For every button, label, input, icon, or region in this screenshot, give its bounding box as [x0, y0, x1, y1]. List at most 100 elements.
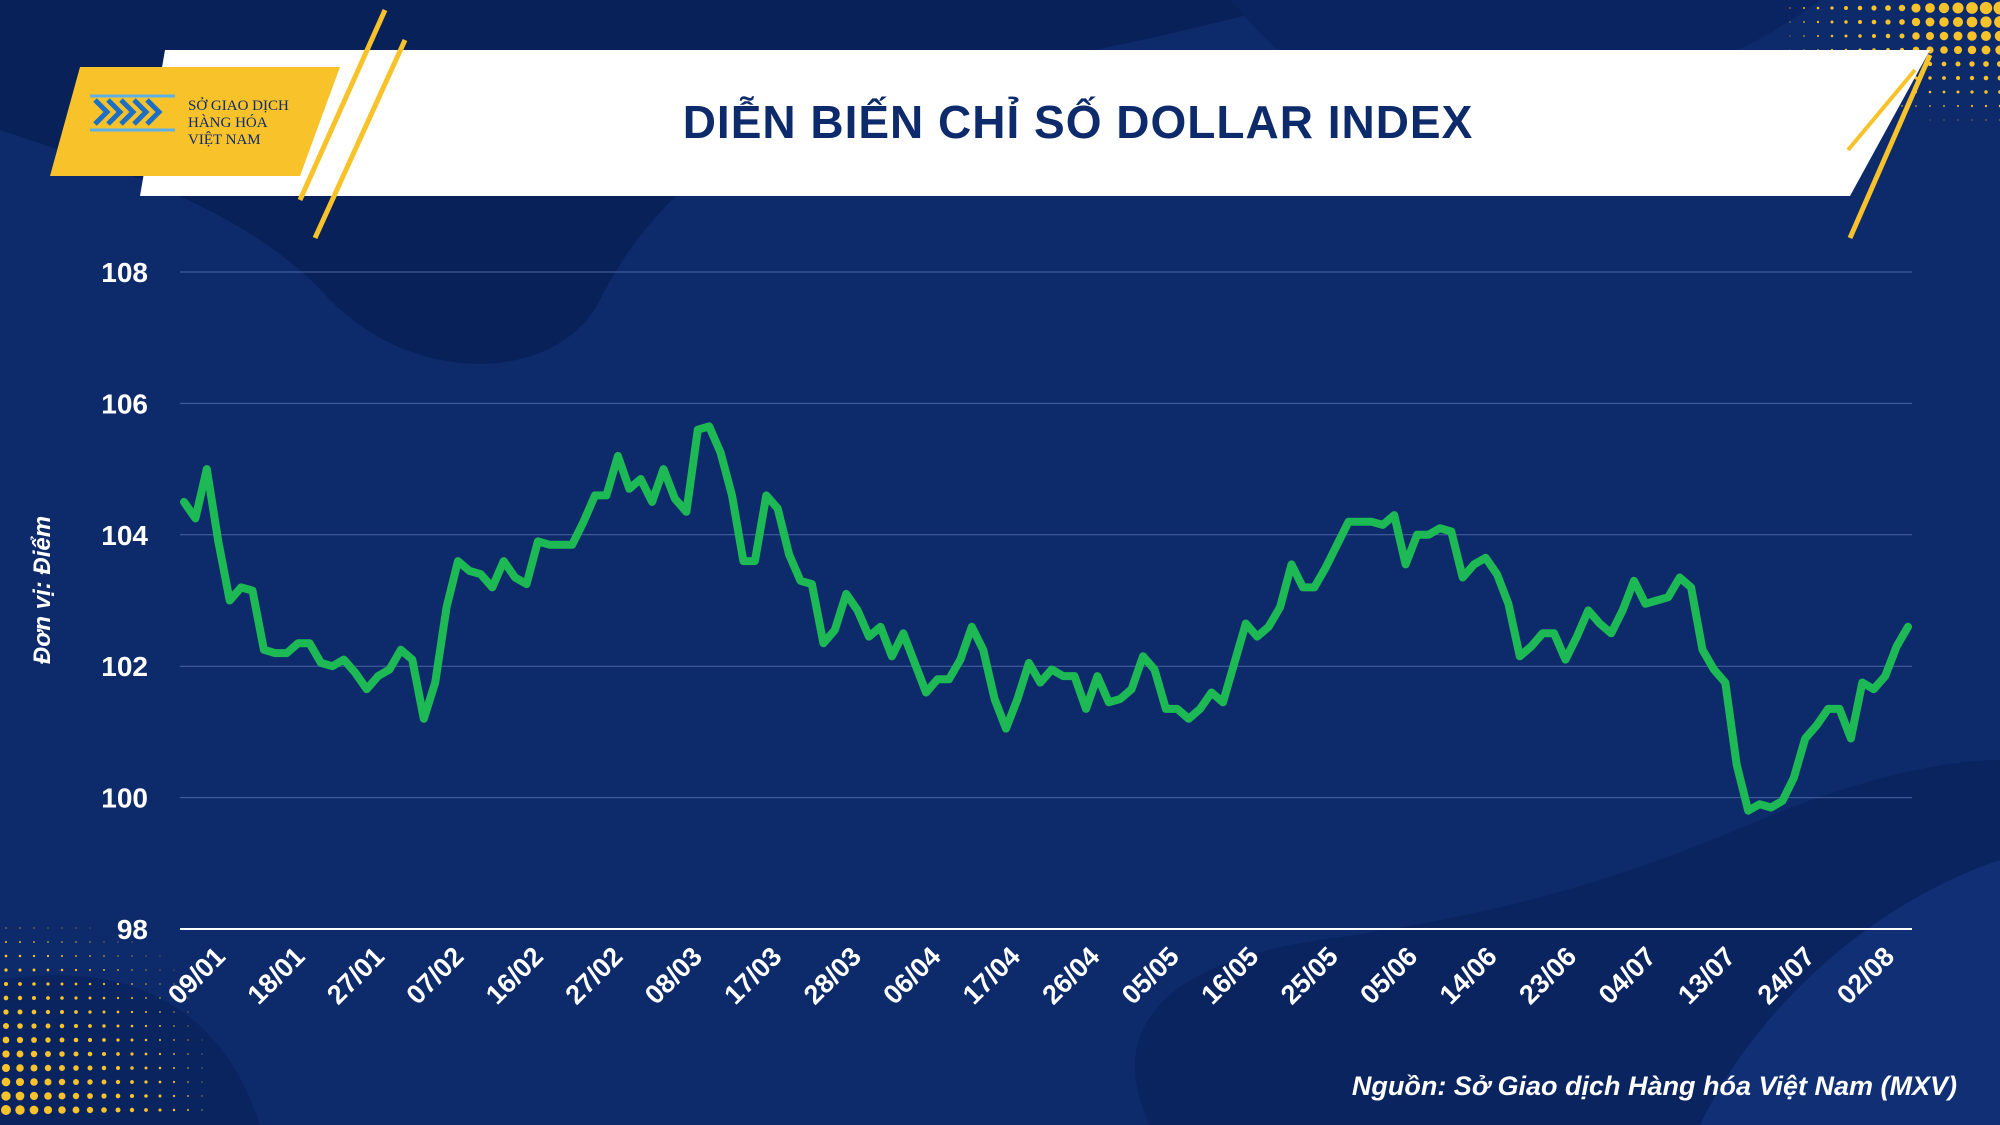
decorative-dot — [158, 1108, 162, 1112]
decorative-dot — [5, 927, 7, 929]
decorative-dot — [29, 1091, 39, 1101]
decorative-dot — [1956, 104, 1960, 108]
decorative-dot — [73, 1065, 79, 1071]
decorative-dot — [173, 1067, 175, 1069]
decorative-dot — [46, 954, 50, 958]
decorative-dot — [103, 955, 105, 957]
logo-line-3: VIỆT NAM — [188, 131, 261, 148]
decorative-dot — [115, 1107, 121, 1113]
decorative-dot — [1, 1091, 11, 1101]
decorative-dot — [187, 1095, 189, 1097]
decorative-dot — [145, 983, 147, 985]
decorative-dot — [1985, 119, 1987, 121]
decorative-dot — [45, 1009, 51, 1015]
decorative-dot — [187, 1025, 189, 1027]
decorative-dot — [45, 1037, 51, 1043]
decorative-dot — [130, 1080, 134, 1084]
decorative-dot — [88, 968, 92, 972]
decorative-dot — [60, 982, 64, 986]
decorative-dot — [32, 968, 36, 972]
decorative-dot — [1955, 75, 1961, 81]
decorative-dot — [2, 1050, 10, 1058]
decorative-dot — [17, 995, 23, 1001]
decorative-dot — [75, 941, 77, 943]
decorative-dot — [131, 969, 133, 971]
decorative-dot — [72, 1106, 80, 1114]
decorative-dot — [74, 982, 78, 986]
source-note: Nguồn: Sở Giao dịch Hàng hóa Việt Nam (M… — [1352, 1071, 1957, 1101]
decorative-dot — [1996, 60, 2000, 68]
decorative-dot — [1952, 16, 1964, 28]
decorative-dot — [31, 995, 37, 1001]
decorative-dot — [159, 983, 161, 985]
decorative-dot — [117, 983, 119, 985]
decorative-dot — [1969, 61, 1975, 67]
decorative-dot — [173, 969, 175, 971]
decorative-dot — [72, 1092, 80, 1100]
decorative-dot — [46, 968, 50, 972]
decorative-dot — [159, 1025, 161, 1027]
decorative-dot — [158, 1080, 162, 1084]
decorative-dot — [59, 1037, 65, 1043]
decorative-dot — [1, 1105, 11, 1115]
decorative-dot — [129, 1093, 135, 1099]
decorative-dot — [103, 969, 105, 971]
decorative-dot — [86, 1106, 94, 1114]
decorative-dot — [159, 1011, 161, 1013]
decorative-dot — [73, 1051, 79, 1057]
decorative-dot — [102, 1010, 106, 1014]
decorative-dot — [116, 1038, 120, 1042]
decorative-dot — [18, 954, 22, 958]
decorative-dot — [130, 1066, 134, 1070]
decorative-dot — [1983, 75, 1989, 81]
y-axis-label: Đơn vị: Điểm — [29, 516, 56, 664]
decorative-dot — [129, 1107, 135, 1113]
decorative-dot — [187, 1011, 189, 1013]
y-tick-label: 98 — [117, 914, 148, 945]
decorative-dot — [201, 1095, 203, 1097]
decorative-dot — [1957, 119, 1959, 121]
decorative-dot — [47, 941, 49, 943]
decorative-dot — [1929, 105, 1931, 107]
decorative-dot — [172, 1080, 176, 1084]
decorative-dot — [58, 1106, 66, 1114]
decorative-dot — [187, 997, 189, 999]
decorative-dot — [1981, 45, 1991, 55]
decorative-dot — [5, 941, 7, 943]
decorative-dot — [88, 1024, 92, 1028]
decorative-dot — [3, 1023, 9, 1029]
title-banner: DIỄN BIẾN CHỈ SỐ DOLLAR INDEX — [140, 8, 1933, 240]
decorative-dot — [1816, 34, 1820, 38]
decorative-dot — [116, 996, 120, 1000]
decorative-dot — [144, 1080, 148, 1084]
decorative-dot — [1871, 19, 1877, 25]
decorative-dot — [73, 1037, 79, 1043]
decorative-dot — [89, 955, 91, 957]
decorative-dot — [87, 1079, 93, 1085]
decorative-dot — [18, 982, 22, 986]
logo: SỞ GIAO DỊCH HÀNG HÓA VIỆT NAM — [50, 67, 340, 176]
decorative-dot — [173, 983, 175, 985]
decorative-dot — [19, 941, 21, 943]
decorative-dot — [19, 927, 21, 929]
decorative-dot — [4, 982, 8, 986]
decorative-dot — [101, 1079, 107, 1085]
decorative-dot — [1915, 105, 1917, 107]
decorative-dot — [45, 1023, 51, 1029]
decorative-dot — [173, 1025, 175, 1027]
decorative-dot — [1871, 5, 1877, 11]
decorative-dot — [130, 1024, 134, 1028]
decorative-dot — [187, 1081, 189, 1083]
decorative-dot — [201, 1039, 203, 1041]
decorative-dot — [61, 941, 63, 943]
decorative-dot — [30, 1050, 38, 1058]
decorative-dot — [101, 1107, 107, 1113]
decorative-dot — [102, 982, 106, 986]
decorative-dot — [16, 1064, 24, 1072]
decorative-dot — [1939, 17, 1949, 27]
decorative-dot — [88, 1010, 92, 1014]
decorative-dot — [117, 955, 119, 957]
decorative-dot — [187, 1109, 189, 1111]
decorative-dot — [17, 1009, 23, 1015]
